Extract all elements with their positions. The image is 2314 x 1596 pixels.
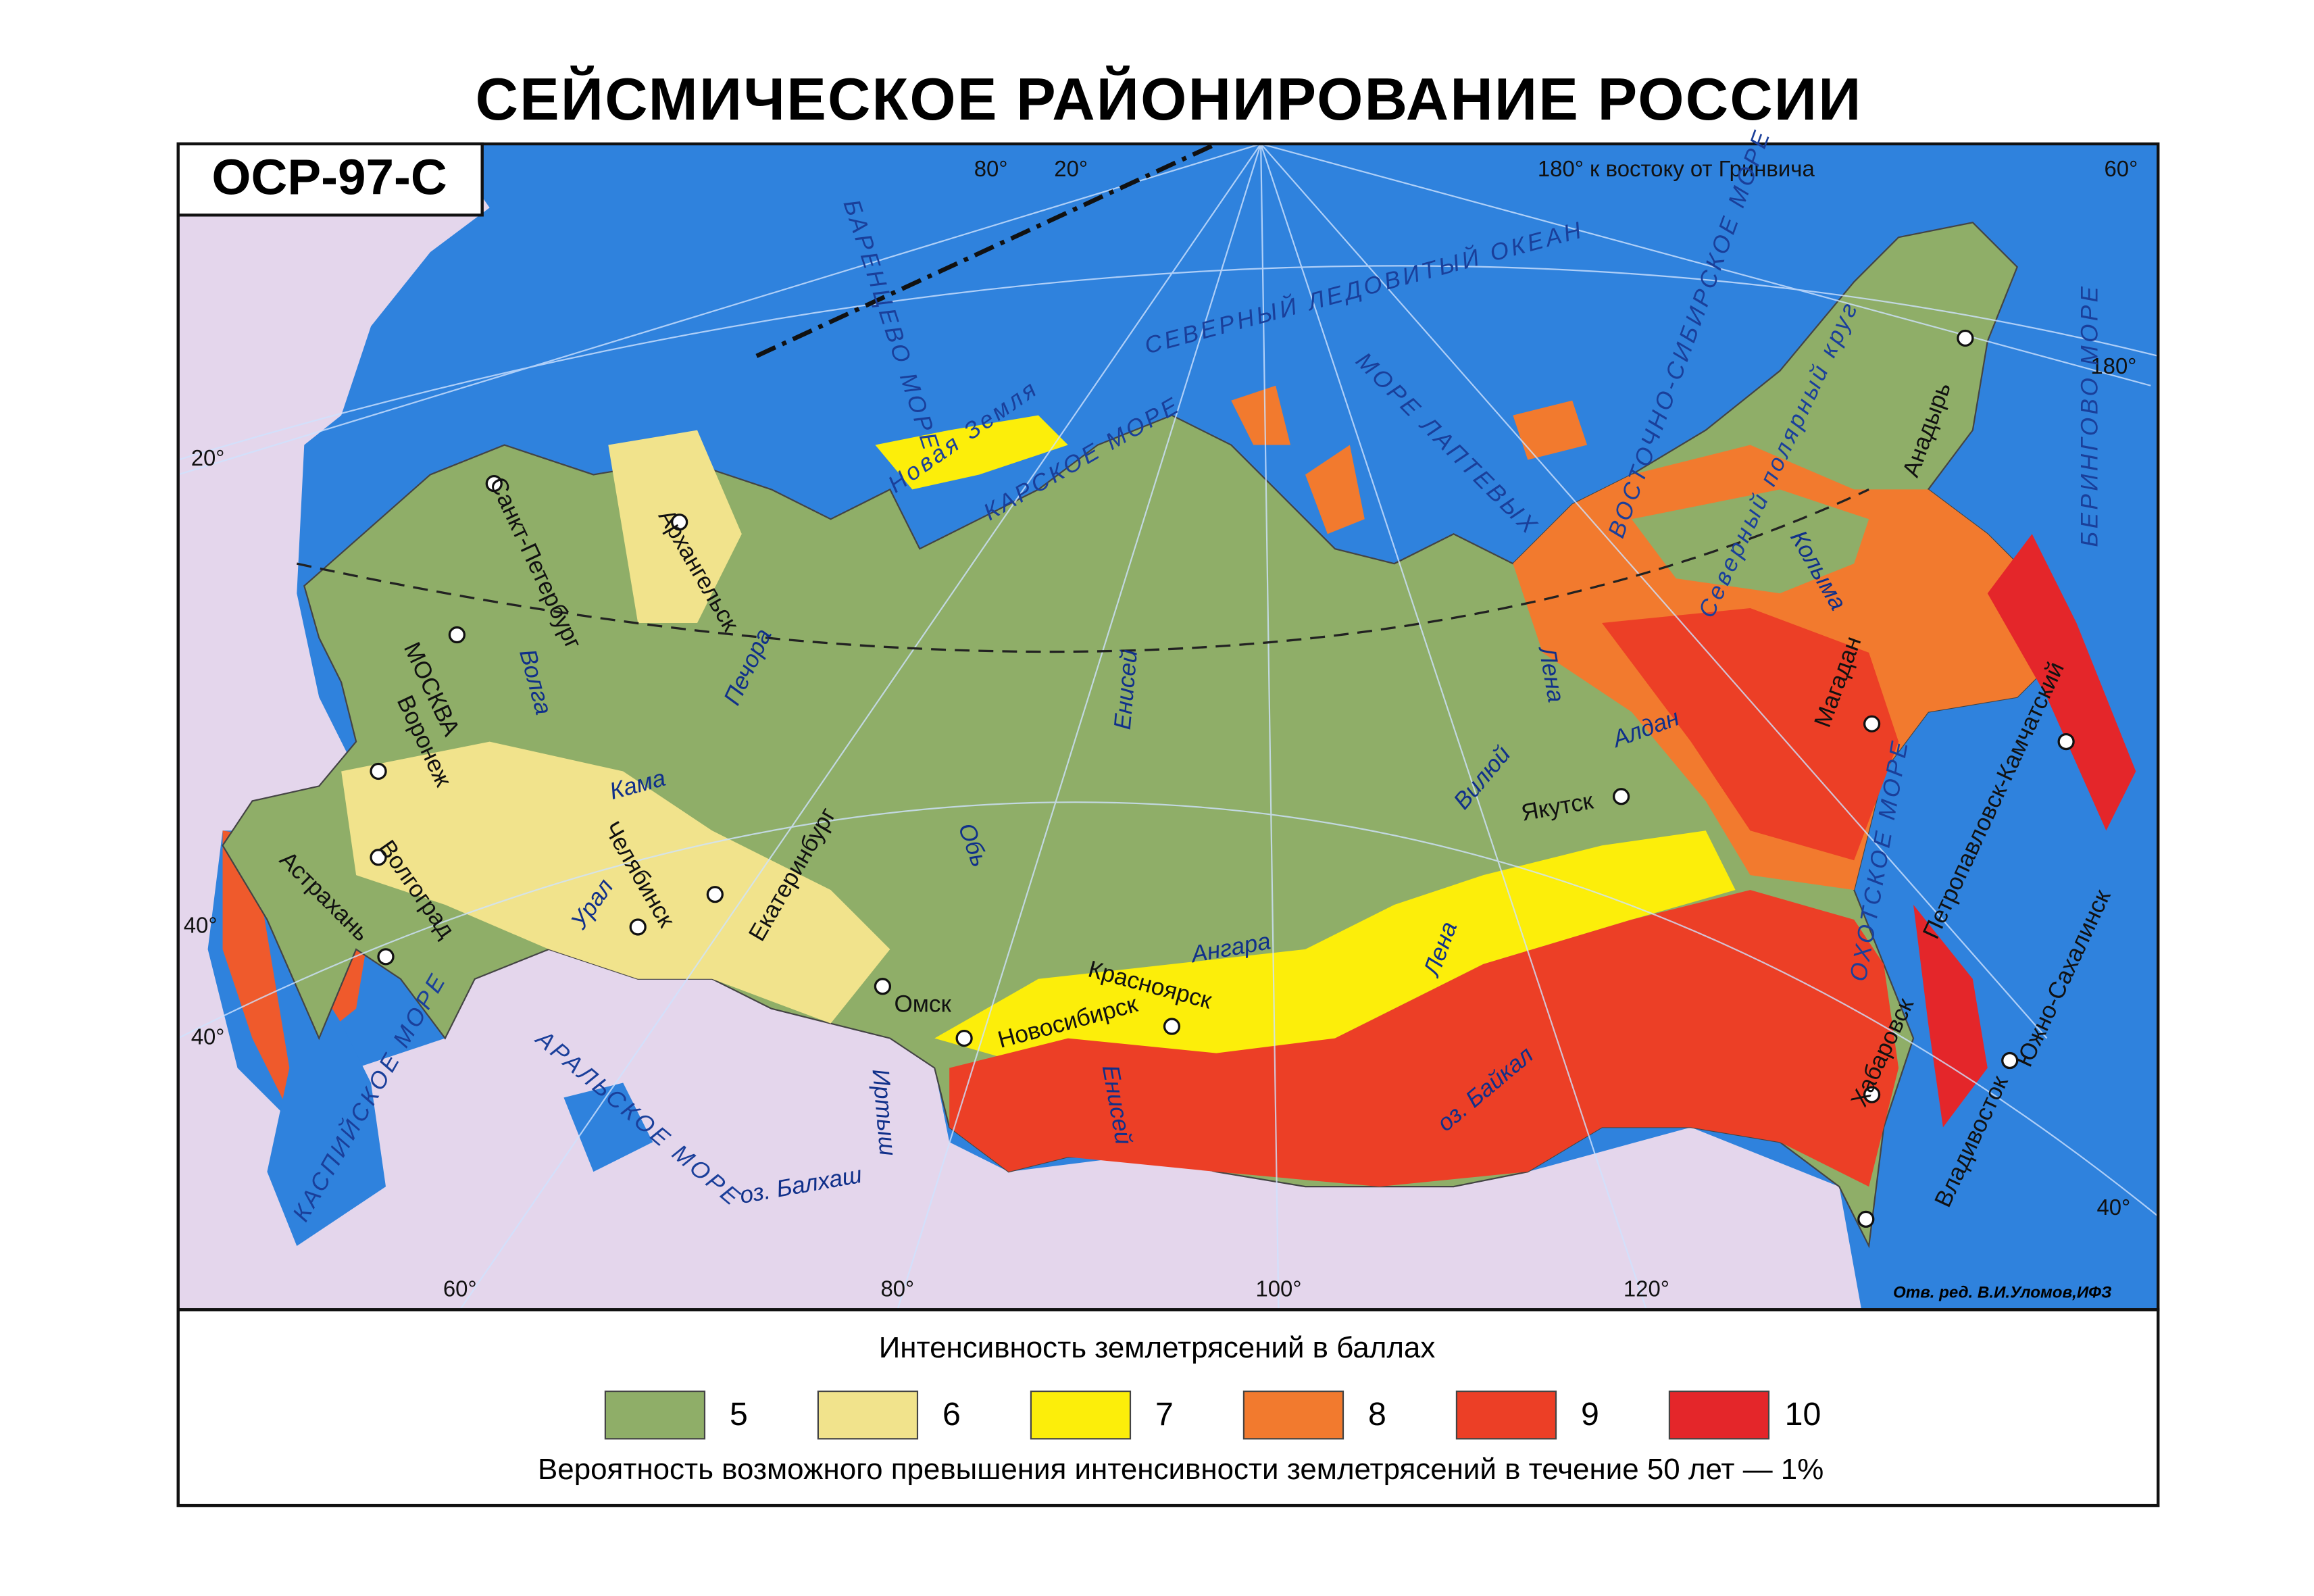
zone-7-belt <box>934 830 1736 1068</box>
legend-label: 5 <box>730 1396 748 1432</box>
city-dot <box>1163 1018 1181 1035</box>
city-dot <box>1957 329 1974 347</box>
grid-label: 20° <box>1054 156 1088 181</box>
legend-swatch <box>1455 1390 1557 1440</box>
grid-label: 120° <box>1624 1276 1669 1301</box>
city-dot <box>2057 732 2075 751</box>
badge: ОСР-97-С <box>211 149 447 205</box>
legend-label: 10 <box>1785 1396 1821 1432</box>
legend-swatch <box>1668 1390 1770 1440</box>
grid-label: 80° <box>974 156 1008 181</box>
caspian-sea <box>259 890 386 1246</box>
grid-label: 180° <box>2090 353 2136 378</box>
zone-5-kolyma <box>1631 489 1869 594</box>
city-dot <box>485 475 503 493</box>
foreign-land <box>178 143 1862 1310</box>
city-dot <box>1857 1210 1875 1228</box>
graticule <box>178 143 2159 1310</box>
legend-label: 6 <box>942 1396 961 1432</box>
legend-note: Вероятность возможного превышения интенс… <box>538 1453 1823 1486</box>
legend-label: 9 <box>1581 1396 1599 1432</box>
legend-box <box>176 1308 2160 1507</box>
grid-label: 100° <box>1255 1276 1301 1301</box>
city-dot <box>370 849 387 866</box>
grid-label: 60° <box>2104 156 2138 181</box>
legend-swatch <box>1030 1390 1132 1440</box>
zone-9-east <box>1602 608 1899 861</box>
city-dot <box>874 978 892 995</box>
grid-label: 20° <box>191 445 225 470</box>
legend-swatch <box>817 1390 919 1440</box>
grid-label: 60° <box>443 1276 477 1301</box>
map: ОСР-97-С <box>176 141 2160 1312</box>
zone-6-west <box>341 741 890 1024</box>
grid-label: 80° <box>880 1276 914 1301</box>
polar-circle <box>296 488 1869 653</box>
arctic-sector-line <box>755 141 1217 358</box>
grid-label: 40° <box>191 1024 225 1049</box>
kamchatka <box>1987 534 2136 831</box>
legend-title: Интенсивность землетрясений в баллах <box>879 1331 1436 1364</box>
city-dot <box>955 1029 973 1047</box>
legend-label: 8 <box>1368 1396 1386 1432</box>
legend-swatch <box>1242 1390 1344 1440</box>
city-dot <box>706 886 724 903</box>
city-dot <box>1612 788 1630 805</box>
novaya-zemlya <box>875 415 1068 490</box>
city-dot <box>377 948 395 966</box>
badge-box <box>176 142 484 217</box>
city-dot <box>370 762 387 780</box>
aral-sea <box>563 1082 653 1172</box>
grid-label: 180° к востоку от Гринвича <box>1538 156 1815 181</box>
title: СЕЙСМИЧЕСКОЕ РАЙОНИРОВАНИЕ РОССИИ <box>476 66 1863 132</box>
city-dot <box>448 626 466 644</box>
sakhalin <box>1913 905 1988 1128</box>
sea-label: БЕРИНГОВО МОРЕ <box>2077 284 2103 547</box>
legend-label: 7 <box>1155 1396 1174 1432</box>
city-dot <box>671 514 688 531</box>
city-label: Омск <box>894 991 951 1018</box>
city-dot <box>629 918 647 936</box>
grid-label: 40° <box>184 913 218 938</box>
zone-9-south <box>949 890 1899 1187</box>
city-dot <box>1863 1086 1881 1103</box>
city-dot <box>1863 715 1881 732</box>
arctic-islands <box>1231 385 1588 534</box>
grid-label: 40° <box>2097 1195 2131 1220</box>
legend-swatch <box>604 1390 706 1440</box>
credit: Отв. ред. В.И.Уломов,ИФЗ <box>1893 1284 2112 1302</box>
city-dot <box>2001 1051 2019 1070</box>
